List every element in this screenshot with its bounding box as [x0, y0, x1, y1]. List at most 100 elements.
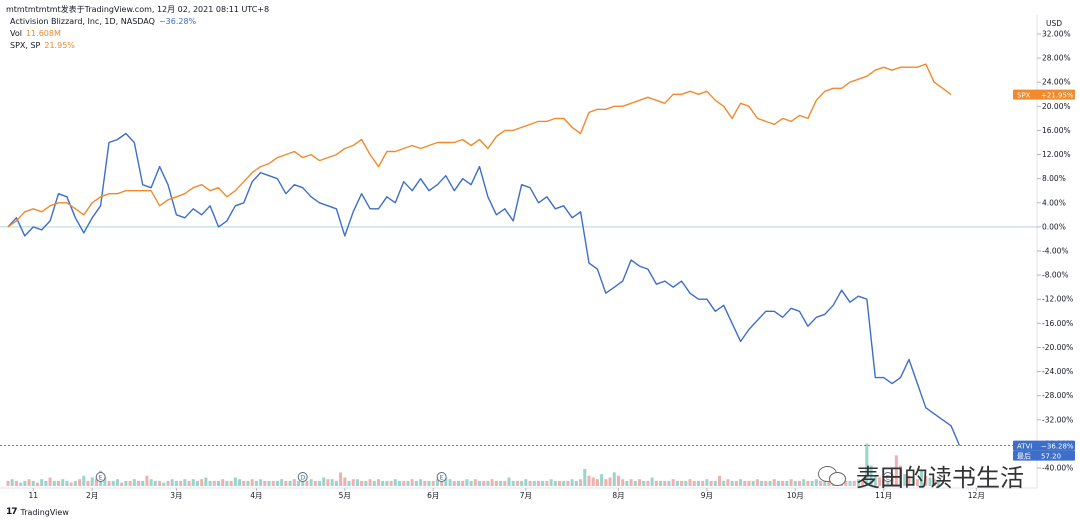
x-tick-label: 4月 [250, 491, 262, 500]
volume-bar [254, 480, 258, 486]
earnings-marker[interactable] [95, 472, 106, 482]
volume-bar [107, 480, 111, 486]
earnings-marker[interactable] [297, 472, 308, 482]
volume-bar [23, 480, 27, 486]
volume-bar [490, 479, 494, 486]
volume-bar [263, 480, 267, 486]
volume-bar [402, 480, 406, 486]
volume-bar [873, 475, 877, 486]
volume-bar [802, 479, 806, 486]
x-tick-label: 8月 [612, 491, 624, 500]
y-tick-label: -4.00% [1042, 247, 1069, 256]
volume-bar [675, 480, 679, 486]
volume-bar [659, 480, 663, 486]
volume-bar [646, 480, 650, 486]
volume-bar [688, 479, 692, 486]
volume-bar [637, 479, 642, 486]
volume-bar [40, 479, 44, 486]
volume-bar [785, 480, 789, 486]
last-value-tag-spx[interactable] [1013, 89, 1075, 100]
volume-bar [149, 479, 153, 486]
volume-bar [360, 480, 364, 486]
volume-bar [616, 475, 620, 486]
volume-bar [225, 480, 229, 486]
volume-bar [200, 479, 204, 486]
volume-bar [751, 480, 755, 486]
y-tick-label: -16.00% [1042, 319, 1073, 328]
volume-bar [57, 480, 61, 486]
series-line-atvi[interactable] [7, 132, 961, 446]
y-tick-label: 0.00% [1042, 222, 1066, 231]
volume-bar [376, 479, 381, 486]
volume-bar [869, 465, 873, 486]
volume-bar [743, 480, 747, 486]
y-tick-label: 16.00% [1042, 126, 1071, 135]
earnings-marker[interactable] [882, 472, 893, 482]
volume-bar [296, 480, 301, 486]
volume-bar [515, 480, 519, 486]
volume-bar [351, 479, 355, 486]
volume-bar [456, 480, 460, 486]
last-value-tag-atvi[interactable] [1013, 440, 1075, 451]
volume-bar [705, 479, 709, 486]
volume-bar [558, 480, 562, 486]
price-tag-atvi[interactable] [1013, 450, 1075, 461]
volume-bar [208, 480, 212, 486]
volume-bar [305, 480, 309, 486]
tradingview-brand: TradingView [20, 507, 69, 517]
legend-vol-value: 11.608M [25, 29, 61, 38]
volume-bar [684, 480, 688, 486]
volume-bar [570, 479, 574, 486]
y-tick-label: -32.00% [1042, 415, 1073, 424]
volume-bar [890, 474, 894, 486]
volume-bar [334, 480, 338, 486]
x-tick-label: 6月 [427, 491, 439, 500]
volume-bar [793, 480, 797, 486]
price-value: 57.20 [1041, 452, 1061, 460]
volume-bar [170, 479, 174, 486]
watermark-text: 麦田的读书生活 [856, 464, 1024, 492]
volume-bar [755, 479, 759, 486]
volume-bar [364, 480, 368, 486]
volume-bar [629, 479, 633, 486]
volume-bar [654, 480, 658, 486]
volume-bar [760, 480, 764, 486]
y-tick-label: -28.00% [1042, 391, 1073, 400]
y-tick-label: -12.00% [1042, 295, 1073, 304]
x-tick-label: 11 [28, 491, 38, 500]
volume-bar [642, 480, 646, 486]
volume-bar [78, 479, 82, 486]
volume-bar [406, 480, 410, 486]
volume-bar [343, 477, 347, 486]
legend-vol[interactable]: Vol 11.608M [10, 29, 61, 38]
legend-spx[interactable]: SPX, SP 21.95% [10, 41, 75, 50]
legend-atvi[interactable]: Activision Blizzard, Inc, 1D, NASDAQ −36.… [10, 17, 196, 26]
volume-bar [347, 480, 351, 486]
volume-bar [819, 480, 823, 486]
volume-bar [48, 477, 52, 486]
earnings-marker[interactable] [436, 472, 447, 482]
volume-bar [709, 480, 713, 486]
volume-bar [120, 482, 124, 486]
wechat-icon [818, 464, 848, 488]
volume-bar [301, 479, 305, 486]
x-tick-label: 12月 [968, 491, 985, 500]
volume-bar [608, 477, 612, 486]
volume-bar [545, 480, 549, 486]
volume-bar [280, 479, 284, 486]
volume-bar [848, 480, 852, 486]
volume-bar [482, 480, 486, 486]
volume-bar [595, 479, 599, 486]
volume-bar [507, 477, 511, 486]
volume-bar [865, 443, 869, 486]
publisher-line: mtmtmtmtmt发表于TradingView.com, 12月 02, 20… [6, 5, 270, 14]
volume-bar [330, 479, 334, 486]
volume-bar [882, 479, 886, 486]
volume-bar [191, 479, 195, 486]
volume-bar [238, 479, 242, 486]
volume-bar [852, 480, 856, 486]
volume-bar [566, 480, 570, 486]
series-line-spx[interactable] [7, 63, 952, 228]
volume-bar [503, 480, 507, 486]
